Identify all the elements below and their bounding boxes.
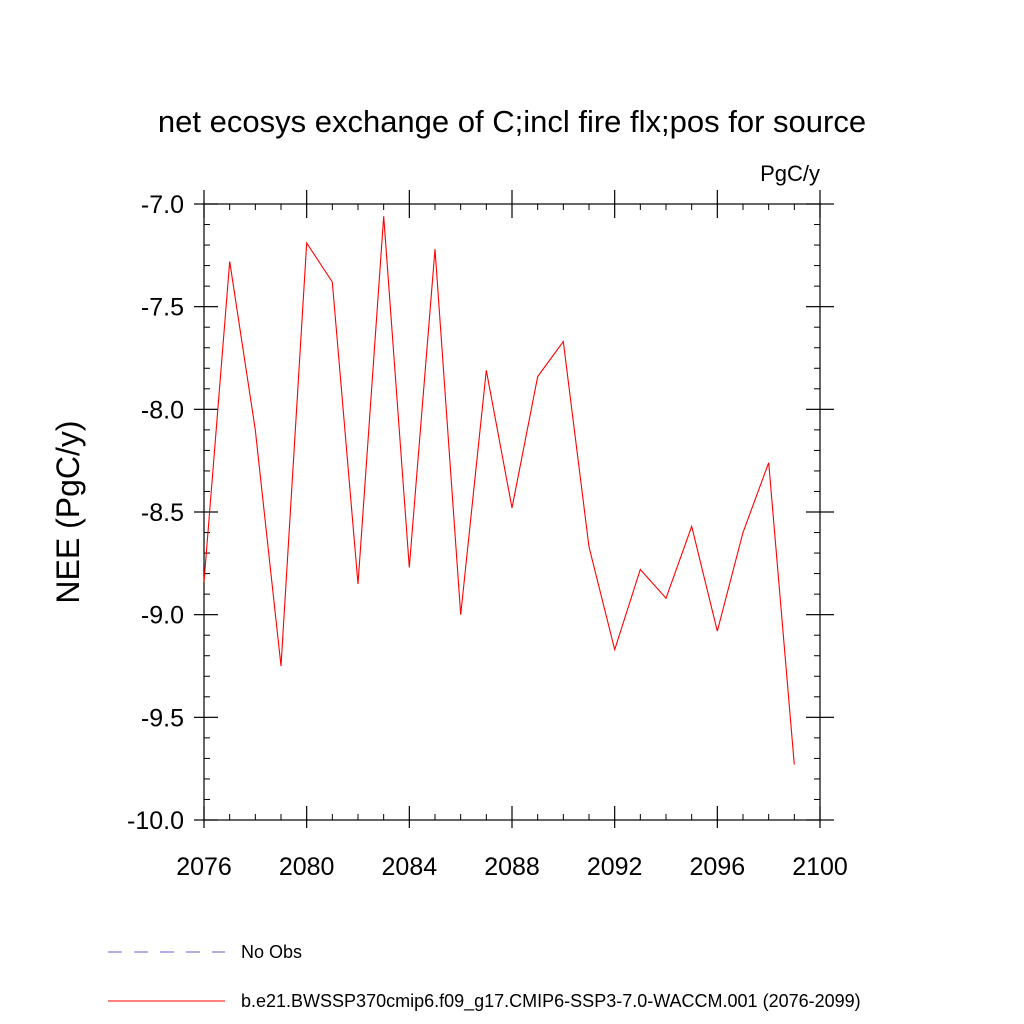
series-line-model: [203, 216, 795, 765]
major-ticks: [194, 190, 834, 828]
x-tick-labels: 2076 2080 2084 2088 2092 2096 2100: [176, 853, 848, 881]
legend: No Obs b.e21.BWSSP370cmip6.f09_g17.CMIP6…: [108, 942, 861, 1012]
x-tick-label: 2088: [484, 853, 540, 881]
y-tick-labels: -7.0 -7.5 -8.0 -8.5 -9.0 -9.5 -10.0: [127, 191, 184, 835]
y-axis-label: NEE (PgC/y): [50, 420, 86, 603]
x-tick-label: 2084: [382, 853, 438, 881]
series-layer: [203, 216, 795, 765]
minor-ticks: [204, 204, 820, 820]
plot-frame: [203, 203, 821, 821]
chart-title: net ecosys exchange of C;incl fire flx;p…: [158, 104, 866, 139]
y-tick-label: -9.5: [141, 704, 184, 732]
y-tick-label: -8.0: [141, 396, 184, 424]
x-tick-label: 2080: [279, 853, 335, 881]
legend-label-no-obs: No Obs: [241, 942, 302, 962]
x-tick-label: 2096: [690, 853, 746, 881]
x-tick-label: 2092: [587, 853, 643, 881]
y-tick-label: -10.0: [127, 807, 184, 835]
x-tick-label: 2076: [176, 853, 232, 881]
y-tick-label: -7.0: [141, 191, 184, 219]
y-tick-label: -8.5: [141, 499, 184, 527]
y-tick-label: -9.0: [141, 602, 184, 630]
x-tick-label: 2100: [792, 853, 848, 881]
y-tick-label: -7.5: [141, 294, 184, 322]
units-label: PgC/y: [760, 161, 820, 186]
legend-label-model: b.e21.BWSSP370cmip6.f09_g17.CMIP6-SSP3-7…: [241, 991, 861, 1012]
